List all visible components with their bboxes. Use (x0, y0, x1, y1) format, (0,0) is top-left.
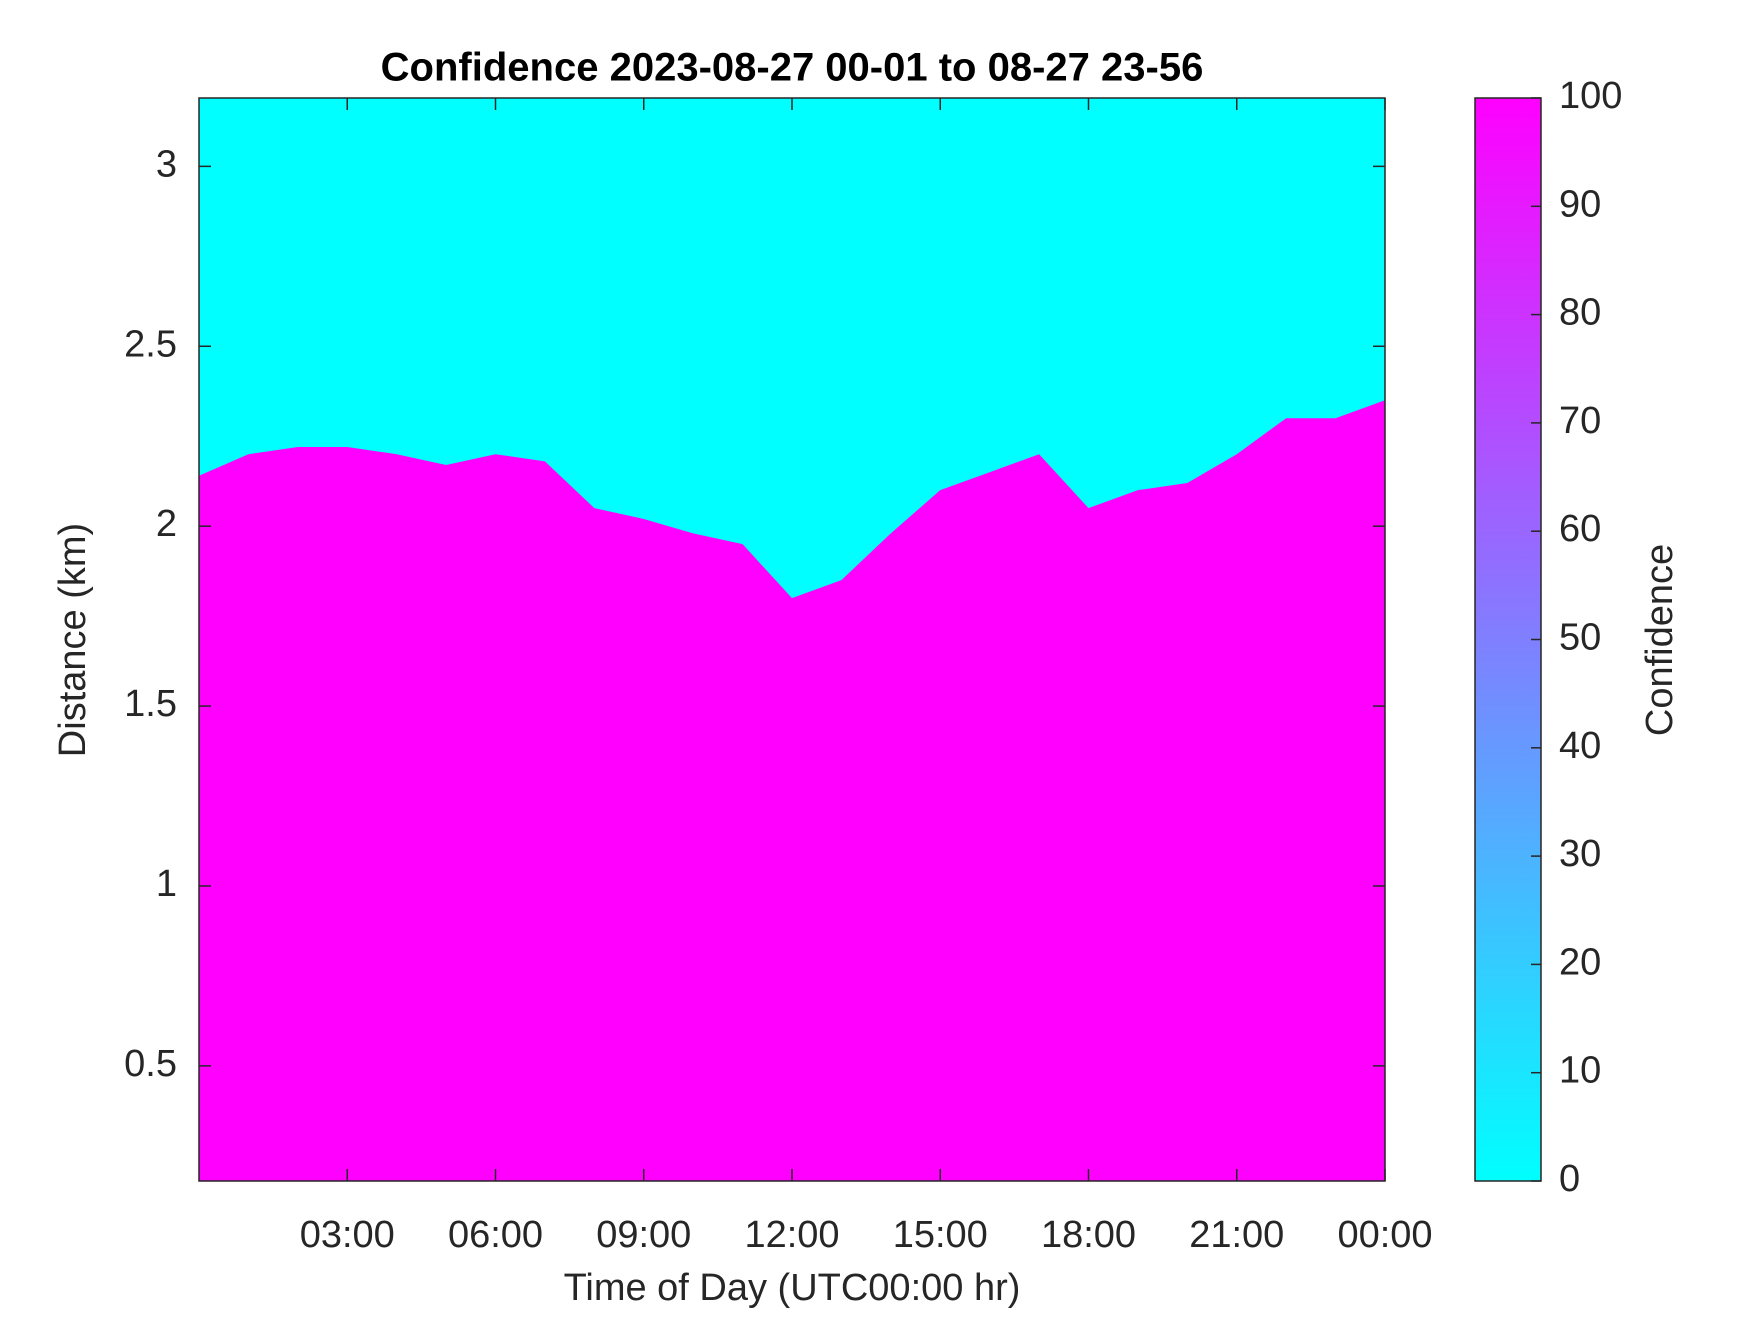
colorbar-tick-label: 90 (1559, 183, 1601, 225)
x-tick-label: 09:00 (596, 1214, 691, 1256)
y-tick-label: 2 (156, 503, 177, 545)
y-tick-label: 0.5 (124, 1043, 177, 1085)
y-tick-label: 3 (156, 143, 177, 185)
colorbar-tick-label: 100 (1559, 75, 1622, 117)
colorbar-tick-label: 40 (1559, 725, 1601, 767)
y-tick-label: 1 (156, 863, 177, 905)
high-confidence-region (199, 400, 1385, 1181)
colorbar-label: Confidence (1639, 544, 1681, 736)
chart-title: Confidence 2023-08-27 00-01 to 08-27 23-… (381, 46, 1204, 90)
x-tick-label: 12:00 (744, 1214, 839, 1256)
x-tick-label: 21:00 (1189, 1214, 1284, 1256)
y-axis-label: Distance (km) (52, 523, 94, 757)
colorbar-tick-label: 20 (1559, 941, 1601, 983)
y-tick-label: 1.5 (124, 683, 177, 725)
colorbar-tick-label: 0 (1559, 1158, 1580, 1200)
colorbar (1474, 97, 1542, 1182)
x-tick-label: 15:00 (893, 1214, 988, 1256)
colorbar-tick-label: 80 (1559, 292, 1601, 334)
x-tick-label: 18:00 (1041, 1214, 1136, 1256)
colorbar-tick-label: 30 (1559, 833, 1601, 875)
x-tick-label: 06:00 (448, 1214, 543, 1256)
colorbar-tick-label: 50 (1559, 617, 1601, 659)
x-axis-label: Time of Day (UTC00:00 hr) (564, 1267, 1021, 1309)
y-tick-label: 2.5 (124, 323, 177, 365)
x-tick-label: 00:00 (1337, 1214, 1432, 1256)
colorbar-tick-label: 60 (1559, 508, 1601, 550)
colorbar-tick-label: 10 (1559, 1050, 1601, 1092)
colorbar-tick-label: 70 (1559, 400, 1601, 442)
x-tick-label: 03:00 (300, 1214, 395, 1256)
